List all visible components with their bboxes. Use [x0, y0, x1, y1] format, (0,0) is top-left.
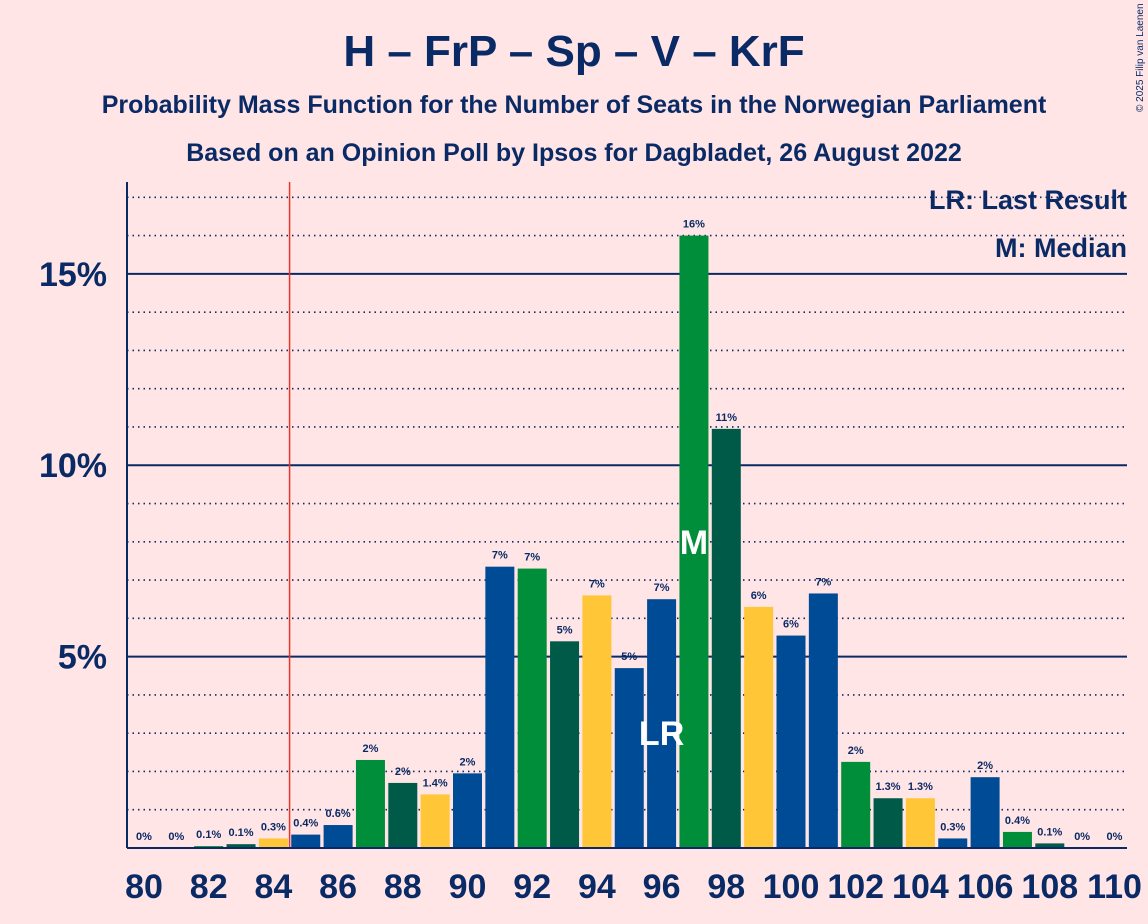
bar	[550, 641, 580, 848]
x-tick-label: 86	[319, 868, 357, 906]
bar-value-label: 0%	[168, 831, 184, 843]
bar-value-label: 1.3%	[876, 781, 901, 793]
bar	[485, 566, 515, 848]
bar-value-label: 0.4%	[293, 818, 318, 830]
bar-value-label: 7%	[815, 576, 831, 588]
bar	[323, 825, 353, 848]
bar-value-label: 0.3%	[261, 821, 286, 833]
bar-value-label: 2%	[977, 760, 993, 772]
bar-value-label: 7%	[589, 578, 605, 590]
bar-value-label: 2%	[362, 743, 378, 755]
bar	[873, 798, 903, 848]
bar-value-label: 0.6%	[326, 808, 351, 820]
bar-value-label: 1.4%	[423, 777, 448, 789]
bar-value-label: 0.1%	[196, 829, 221, 841]
x-tick-label: 92	[513, 868, 551, 906]
bar-value-label: 0%	[1074, 831, 1090, 843]
bar-value-label: 0.4%	[1005, 815, 1030, 827]
x-tick-label: 108	[1021, 868, 1078, 906]
y-tick-label: 15%	[39, 256, 107, 294]
bar	[355, 759, 385, 848]
bar-value-label: 5%	[557, 624, 573, 636]
bar	[808, 593, 838, 848]
bar	[517, 568, 547, 848]
bar	[841, 761, 871, 848]
bar-value-label: 6%	[751, 590, 767, 602]
legend-median: M: Median	[995, 233, 1127, 263]
bar	[938, 838, 968, 848]
bar	[291, 834, 321, 848]
bar	[226, 844, 256, 848]
x-tick-label: 110	[1087, 868, 1142, 906]
x-tick-label: 98	[707, 868, 745, 906]
bar	[388, 782, 418, 848]
bar-value-label: 7%	[524, 552, 540, 564]
bar-value-label: 1.3%	[908, 781, 933, 793]
bar-value-label: 11%	[716, 412, 738, 424]
bar-value-label: 0%	[136, 831, 152, 843]
x-tick-label: 88	[384, 868, 422, 906]
bar	[970, 777, 1000, 848]
x-tick-label: 84	[254, 868, 292, 906]
grid-lines	[127, 196, 1127, 811]
bar	[711, 428, 741, 848]
x-tick-label: 80	[125, 868, 163, 906]
y-tick-label: 10%	[39, 447, 107, 485]
bar-value-label: 5%	[621, 651, 637, 663]
bar-value-label: 0%	[1107, 831, 1123, 843]
bar-value-label: 0.3%	[940, 821, 965, 833]
bar-value-label: 7%	[492, 550, 508, 562]
x-tick-label: 104	[892, 868, 949, 906]
bar	[453, 773, 482, 848]
bar-value-label: 16%	[683, 219, 705, 231]
x-tick-label: 90	[449, 868, 487, 906]
bar-value-label: 2%	[848, 745, 864, 757]
bar	[1035, 843, 1065, 848]
bar	[582, 595, 612, 848]
legend: LR: Last Result M: Median	[929, 185, 1127, 263]
bar-value-label: 6%	[783, 619, 799, 631]
bar	[1002, 831, 1032, 848]
bar	[776, 635, 806, 848]
bars	[194, 235, 1065, 849]
bar	[744, 606, 774, 848]
x-tick-label: 102	[827, 868, 884, 906]
bar	[614, 668, 644, 848]
bar	[905, 798, 935, 848]
axes: 80 82 84 86 88 90 92 94 96 98 100 102 104 106 108 110 5%…	[39, 182, 1142, 906]
bar	[679, 235, 709, 849]
last-result-marker: LR	[639, 715, 684, 753]
markers: LR M	[288, 182, 708, 848]
x-tick-label: 82	[190, 868, 228, 906]
bar-value-label: 0.1%	[229, 827, 254, 839]
bar-value-label: 2%	[460, 756, 476, 768]
bar-labels: 0% 0% 0.1% 0.1% 0.3% 0.4% 0.6% 2% 2% 1.4% 2% 7% 7% 5%…	[136, 219, 1123, 843]
bar	[647, 599, 677, 848]
bar	[420, 794, 450, 848]
chart-subtitle-2: Based on an Opinion Poll by Ipsos for Da…	[186, 139, 962, 167]
chart-title: H – FrP – Sp – V – KrF	[343, 27, 804, 76]
bar-value-label: 0.1%	[1037, 826, 1062, 838]
median-marker: M	[680, 524, 708, 562]
x-tick-label: 94	[578, 868, 616, 906]
x-tick-label: 96	[643, 868, 681, 906]
legend-last-result: LR: Last Result	[929, 185, 1127, 215]
bar-value-label: 2%	[395, 766, 411, 778]
y-tick-label: 5%	[58, 639, 107, 677]
x-tick-label: 106	[957, 868, 1014, 906]
copyright-text: © 2025 Filip van Laenen	[1135, 3, 1146, 112]
bar	[258, 838, 288, 848]
x-tick-label: 100	[763, 868, 820, 906]
bar-value-label: 7%	[654, 582, 670, 594]
chart-subtitle-1: Probability Mass Function for the Number…	[102, 91, 1047, 119]
